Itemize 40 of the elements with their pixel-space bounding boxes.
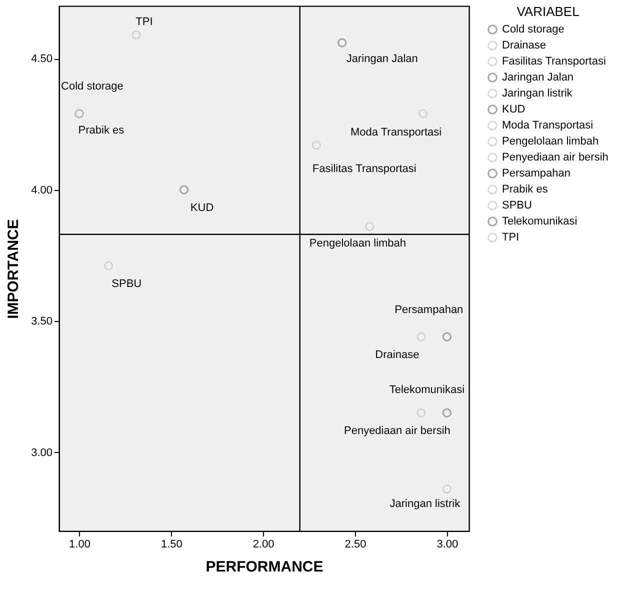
x-tick-label: 2.00 [252, 538, 274, 550]
legend-label: Prabik es [502, 184, 548, 196]
legend-label: Penyediaan air bersih [502, 152, 608, 164]
text: SPBU [112, 278, 142, 290]
text: Cold storage [61, 80, 124, 93]
text: Pengelolaan limbah [309, 238, 406, 250]
legend-label: Cold storage [502, 24, 564, 36]
text: Telekomunikasi [389, 384, 465, 396]
text: Moda Transportasi [350, 126, 442, 139]
text: Drainase [375, 348, 420, 361]
legend-label: Drainase [502, 40, 546, 52]
legend-label: Jaringan listrik [502, 88, 573, 100]
y-axis-title: IMPORTANCE [5, 219, 22, 319]
text: TPI [136, 16, 153, 28]
legend-label: KUD [502, 104, 526, 116]
legend-label: Persampahan [502, 168, 570, 180]
y-tick-label: 3.00 [31, 446, 52, 459]
text: Jaringan Jalan [346, 52, 418, 65]
y-tick-label: 4.50 [31, 53, 52, 65]
text: Prabik es [78, 124, 124, 137]
text: KUD [190, 202, 214, 214]
legend-label: Telekomunikasi [502, 216, 578, 228]
text: Fasilitas Transportasi [312, 163, 416, 176]
legend-title: VARIABEL [516, 4, 580, 19]
text: Persampahan [394, 304, 464, 316]
text: Jaringan listrik [390, 498, 460, 510]
legend-label: Pengelolaan limbah [502, 136, 599, 148]
x-tick-label: 3.00 [436, 538, 458, 550]
y-tick-label: 3.50 [31, 316, 52, 328]
x-tick-label: 1.50 [160, 538, 182, 550]
legend-label: SPBU [502, 200, 532, 212]
y-tick-label: 4.00 [31, 184, 52, 196]
legend-label: Jaringan Jalan [502, 72, 574, 84]
x-tick-label: 1.00 [69, 538, 90, 550]
x-axis-title: PERFORMANCE [206, 558, 324, 576]
legend-label: TPI [502, 232, 520, 244]
text: Penyediaan air bersih [344, 424, 450, 437]
legend-label: Moda Transportasi [502, 120, 594, 132]
legend-label: Fasilitas Transportasi [502, 56, 606, 68]
x-tick-label: 2.50 [344, 538, 366, 550]
